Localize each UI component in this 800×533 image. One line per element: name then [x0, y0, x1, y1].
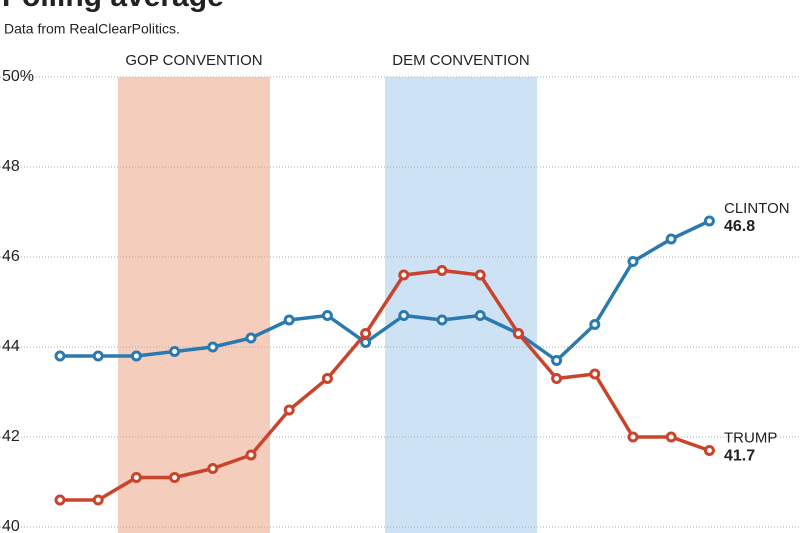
point [207, 341, 219, 353]
point [169, 472, 181, 483]
point [360, 337, 372, 348]
point [245, 332, 257, 344]
point [130, 350, 142, 362]
annotation: DEM CONVENTION [392, 52, 530, 69]
point [92, 350, 104, 362]
point [283, 314, 295, 326]
point [54, 494, 66, 506]
point [283, 404, 295, 416]
series-label: TRUMP [724, 429, 777, 446]
chart-subtitle: Data from RealClearPolitics. [4, 21, 180, 37]
point [665, 431, 677, 443]
y-tick-label: 48 [2, 158, 20, 175]
point [360, 328, 372, 339]
point [321, 373, 333, 384]
point [512, 328, 524, 339]
point [54, 350, 66, 362]
series-label: CLINTON [724, 200, 790, 217]
point [627, 256, 639, 267]
point [703, 445, 715, 456]
series-line [60, 268, 710, 502]
y-tick-label: 50% [2, 68, 34, 85]
point [245, 449, 257, 461]
series-line [60, 219, 711, 363]
point [474, 269, 486, 281]
point [436, 314, 448, 326]
point [321, 310, 333, 321]
point [589, 319, 601, 330]
value-label: 41.7 [724, 448, 755, 465]
point [398, 269, 410, 281]
convention-band [385, 77, 537, 533]
point [398, 310, 410, 321]
point [169, 346, 181, 357]
value-label: 46.8 [724, 218, 755, 235]
point [474, 310, 486, 321]
point [703, 215, 715, 227]
point [551, 355, 563, 366]
point [92, 494, 104, 506]
point [627, 431, 639, 443]
point [589, 368, 601, 380]
convention-band [118, 77, 270, 533]
y-tick-label: 46 [2, 248, 20, 265]
chart-title: Polling average [2, 0, 224, 13]
y-tick-label: 40 [2, 518, 20, 533]
point [207, 463, 219, 474]
point [551, 373, 563, 384]
y-tick-label: 44 [2, 338, 20, 355]
point [665, 233, 677, 245]
y-tick-label: 42 [2, 428, 20, 445]
annotation: GOP CONVENTION [125, 52, 262, 69]
point [436, 265, 448, 276]
point [130, 472, 142, 483]
